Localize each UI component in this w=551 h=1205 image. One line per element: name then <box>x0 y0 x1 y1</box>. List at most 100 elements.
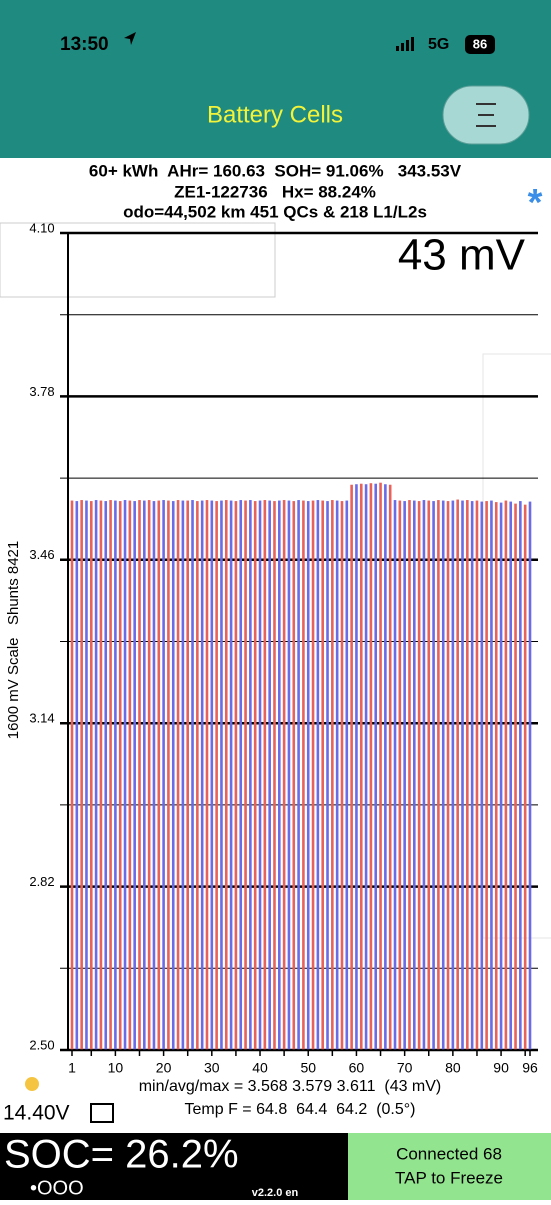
bar <box>499 502 503 1050</box>
x-tick-label: 10 <box>108 1060 124 1076</box>
battery-level: 86 <box>473 36 487 51</box>
bar <box>509 501 513 1050</box>
bulb-icon <box>25 1077 39 1091</box>
temperature: Temp F = 64.8 64.4 64.2 (0.5°) <box>185 1101 416 1118</box>
bar <box>523 504 527 1051</box>
bar <box>128 500 132 1050</box>
spread: 43 mV <box>398 231 526 280</box>
bar <box>287 500 291 1050</box>
x-tick-label: 70 <box>397 1060 413 1076</box>
bar <box>485 501 488 1050</box>
location-icon <box>124 32 136 45</box>
bar <box>345 500 349 1050</box>
aux-voltage: 14.40V <box>3 1102 70 1125</box>
bar <box>282 500 286 1050</box>
bar <box>403 501 406 1050</box>
bar <box>268 500 271 1050</box>
bar <box>186 500 190 1050</box>
bar <box>143 500 146 1050</box>
bar <box>85 500 88 1050</box>
status-time: 13:50 <box>60 34 109 55</box>
x-tick-label: 1 <box>68 1060 76 1076</box>
soc: SOC= 26.2% <box>4 1133 239 1177</box>
bar <box>181 500 185 1050</box>
bar <box>157 500 161 1050</box>
x-tick-label: 50 <box>300 1060 316 1076</box>
y-axis-label: 1600 mV Scale Shunts 8421 <box>5 541 22 739</box>
screen-title: Battery Cells <box>207 101 343 128</box>
connection: Connected 68 <box>396 1144 502 1163</box>
bar <box>504 500 508 1050</box>
bar <box>215 501 218 1050</box>
bar <box>302 500 305 1050</box>
bar <box>519 501 522 1050</box>
soc-panel <box>0 1133 348 1200</box>
network: 5G <box>428 36 449 53</box>
freeze-button[interactable] <box>348 1133 551 1200</box>
page-dots: •OOO <box>30 1177 84 1199</box>
bar <box>466 500 469 1050</box>
bar <box>167 500 170 1050</box>
bar <box>249 500 252 1050</box>
bar <box>412 500 416 1050</box>
bar <box>94 500 98 1050</box>
bar <box>374 483 378 1050</box>
bar <box>292 501 296 1050</box>
bar <box>176 500 180 1050</box>
freeze-hint: TAP to Freeze <box>395 1168 503 1187</box>
summary-line: 60+ kWh AHr= 160.63 SOH= 91.06% 343.53V <box>89 161 462 180</box>
bar <box>369 483 373 1050</box>
bar <box>278 500 281 1050</box>
bar <box>306 501 310 1050</box>
bar <box>417 501 421 1050</box>
bar <box>456 499 459 1050</box>
bar <box>152 501 156 1050</box>
bar <box>89 501 93 1050</box>
bar <box>470 501 474 1050</box>
bar <box>220 500 223 1050</box>
bar <box>340 501 344 1050</box>
bar <box>490 500 493 1050</box>
bar <box>514 503 517 1051</box>
bar <box>244 500 247 1050</box>
bar <box>191 500 194 1050</box>
bar <box>393 500 397 1050</box>
marker[interactable]: * <box>528 182 543 224</box>
bar <box>384 484 387 1050</box>
bar <box>437 500 440 1050</box>
stats: min/avg/max = 3.568 3.579 3.611 (43 mV) <box>139 1078 442 1095</box>
bar <box>75 501 79 1050</box>
bar <box>350 484 353 1050</box>
bar <box>109 500 112 1050</box>
y-tick-label: 4.10 <box>29 220 54 235</box>
bar <box>475 500 479 1050</box>
y-tick-label: 3.14 <box>29 711 54 726</box>
bar <box>321 500 324 1050</box>
bar <box>422 500 426 1050</box>
y-tick-label: 3.78 <box>29 384 54 399</box>
calendar-icon[interactable] <box>90 1103 114 1123</box>
battery-icon <box>465 35 495 54</box>
bar <box>224 500 228 1050</box>
bar <box>200 500 204 1050</box>
bar <box>364 484 368 1050</box>
bar <box>494 502 498 1050</box>
version: v2.2.0 en <box>252 1187 299 1199</box>
x-tick-label: 20 <box>156 1060 172 1076</box>
menu-button[interactable] <box>442 85 530 145</box>
bar <box>229 500 233 1050</box>
bar <box>205 500 209 1050</box>
bar <box>451 500 455 1050</box>
x-tick-label: 40 <box>252 1060 268 1076</box>
bar <box>80 500 83 1050</box>
summary-line: ZE1-122736 Hx= 88.24% <box>174 182 376 201</box>
bar <box>461 500 464 1050</box>
bar <box>133 501 136 1050</box>
signal-icon <box>396 37 414 51</box>
x-tick-label: 60 <box>349 1060 365 1076</box>
bar <box>171 501 175 1050</box>
bar <box>311 500 315 1050</box>
bar <box>239 500 243 1050</box>
bar <box>123 500 127 1050</box>
